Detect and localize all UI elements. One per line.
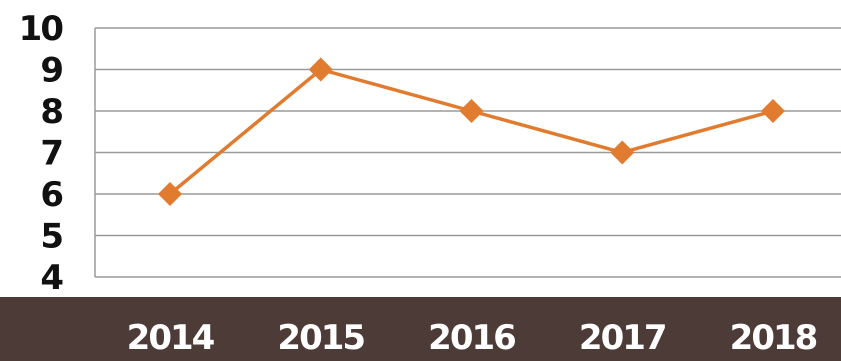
data-point-2018 [761, 99, 785, 123]
x-tick-label-2016: 2016 [428, 318, 515, 358]
data-point-2016 [459, 99, 484, 123]
grid-layer [95, 27, 841, 237]
data-point-2014 [158, 182, 182, 206]
x-tick-label-2015: 2015 [277, 318, 364, 358]
x-tick-label-2018: 2018 [730, 318, 817, 358]
plot-frame [94, 28, 841, 278]
y-tick-label-10: 10 [19, 9, 64, 49]
y-tick-label-9: 9 [40, 51, 62, 91]
y-tick-label-8: 8 [40, 92, 62, 132]
y-tick-label-4: 4 [40, 258, 63, 298]
data-point-2017 [610, 140, 635, 165]
y-tick-label-6: 6 [40, 175, 62, 215]
series-layer [158, 57, 785, 206]
series-line-0 [168, 67, 774, 196]
x-axis-band [0, 297, 841, 361]
y-tick-label-7: 7 [40, 134, 62, 174]
x-tick-label-2014: 2014 [127, 318, 215, 358]
x-tick-label-2017: 2017 [579, 318, 666, 358]
y-tick-label-5: 5 [40, 217, 62, 257]
data-point-2015 [308, 57, 333, 82]
x-axis-ticks: 2014 2015 2016 2017 2018 [127, 318, 819, 358]
